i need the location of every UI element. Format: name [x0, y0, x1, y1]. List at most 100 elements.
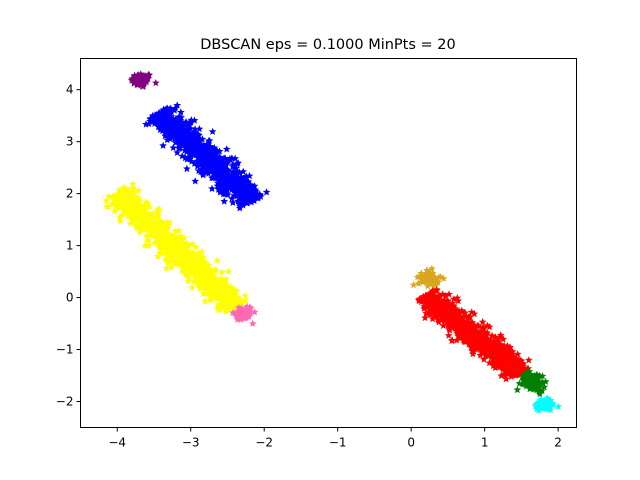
- data-point: [433, 312, 442, 320]
- data-point: [420, 297, 428, 305]
- data-point: [478, 318, 487, 326]
- data-point: [167, 263, 176, 271]
- data-point: [476, 351, 485, 359]
- data-point: [442, 319, 451, 327]
- data-point: [176, 144, 184, 152]
- data-point: [465, 318, 473, 326]
- data-point: [138, 219, 146, 227]
- data-point: [493, 351, 502, 359]
- data-point: [204, 261, 213, 269]
- data-point: [190, 159, 199, 167]
- data-point: [187, 134, 195, 142]
- data-point: [215, 147, 224, 155]
- data-point: [121, 199, 130, 207]
- data-point: [237, 176, 245, 184]
- data-point: [128, 215, 137, 223]
- data-point: [222, 145, 231, 153]
- data-point: [454, 296, 462, 305]
- data-point: [423, 266, 431, 274]
- data-point: [161, 224, 170, 232]
- data-point: [466, 329, 475, 337]
- data-point: [155, 108, 163, 117]
- data-point: [409, 281, 418, 289]
- data-point: [153, 231, 161, 239]
- data-point: [207, 275, 215, 283]
- data-point: [133, 79, 142, 87]
- data-point: [241, 296, 250, 304]
- data-point: [473, 332, 482, 341]
- y-tick-label: 1: [66, 239, 74, 253]
- data-point: [116, 191, 124, 199]
- data-point: [232, 164, 241, 172]
- cluster-2: [102, 180, 250, 315]
- data-point: [171, 123, 180, 131]
- data-point: [441, 300, 449, 308]
- data-point: [509, 354, 517, 362]
- data-point: [185, 252, 193, 261]
- y-tick-label: 2: [66, 187, 74, 201]
- data-point: [554, 402, 563, 410]
- data-point: [127, 195, 136, 203]
- data-point: [180, 260, 188, 268]
- data-point: [216, 155, 224, 163]
- data-point: [506, 365, 514, 373]
- data-point: [515, 355, 523, 363]
- data-point: [430, 308, 438, 316]
- cluster-3: [229, 302, 259, 327]
- data-point: [229, 168, 238, 176]
- data-point: [496, 361, 505, 369]
- data-point: [434, 316, 442, 324]
- data-point: [220, 197, 228, 205]
- data-point: [531, 375, 540, 384]
- points-layer: [102, 70, 563, 414]
- data-point: [229, 303, 238, 311]
- chart-title: DBSCAN eps = 0.1000 MinPts = 20: [200, 37, 456, 53]
- data-point: [232, 287, 241, 296]
- cluster-7: [531, 394, 563, 414]
- data-point: [473, 329, 482, 337]
- data-point: [157, 217, 165, 225]
- data-point: [200, 260, 208, 268]
- data-point: [166, 236, 174, 244]
- data-point: [221, 306, 230, 314]
- data-point: [226, 174, 234, 183]
- data-point: [193, 143, 201, 152]
- data-point: [459, 336, 468, 344]
- data-point: [438, 302, 447, 310]
- data-point: [180, 241, 189, 249]
- data-point: [480, 355, 488, 363]
- data-point: [144, 236, 153, 244]
- data-point: [227, 285, 236, 293]
- x-tick-label: 1: [481, 436, 489, 450]
- data-point: [470, 334, 479, 342]
- y-axis: −2 −1 0 1 2 3 4: [56, 83, 81, 409]
- data-point: [154, 205, 163, 213]
- data-point: [202, 280, 210, 288]
- data-point: [170, 134, 179, 143]
- data-point: [501, 365, 509, 373]
- data-point: [224, 300, 233, 308]
- data-point: [413, 273, 422, 281]
- data-point: [443, 299, 452, 308]
- data-point: [421, 313, 429, 322]
- cluster-5: [415, 285, 533, 383]
- data-point: [132, 75, 140, 83]
- data-point: [152, 79, 160, 87]
- data-point: [114, 198, 123, 206]
- data-point: [132, 223, 141, 231]
- data-point: [212, 295, 221, 303]
- data-point: [448, 336, 456, 344]
- data-point: [173, 148, 181, 156]
- data-point: [241, 176, 250, 184]
- data-point: [155, 232, 163, 240]
- data-point: [212, 289, 221, 297]
- data-point: [157, 220, 165, 228]
- data-point: [162, 264, 171, 272]
- data-point: [108, 199, 117, 207]
- data-point: [216, 188, 224, 196]
- data-point: [184, 277, 193, 285]
- data-point: [170, 132, 179, 140]
- data-point: [224, 304, 233, 313]
- data-point: [166, 218, 174, 226]
